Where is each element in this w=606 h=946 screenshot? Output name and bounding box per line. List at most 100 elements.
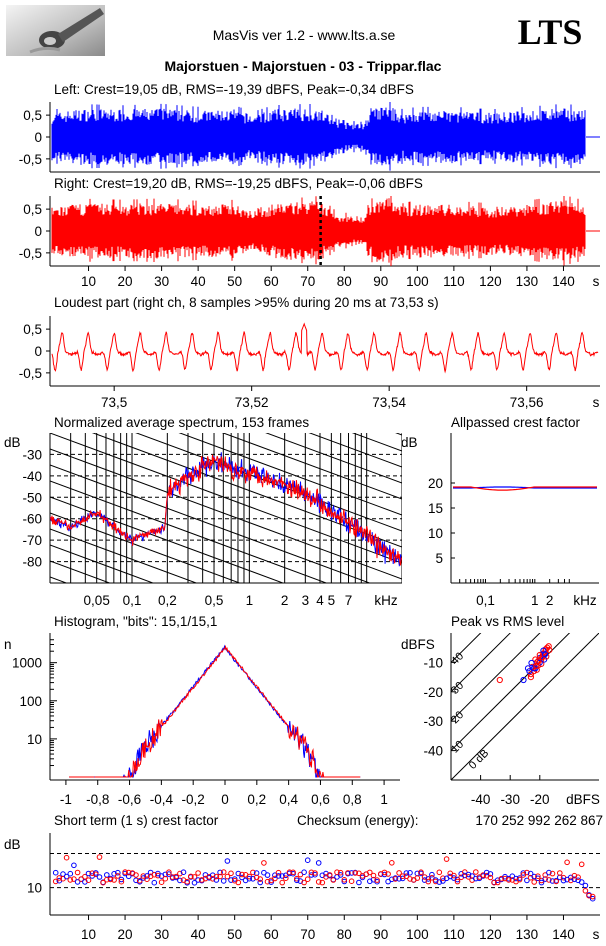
crest-point <box>312 870 318 876</box>
crest-line <box>451 633 541 722</box>
crest-point <box>169 874 176 880</box>
x-tick-label: 0 <box>221 792 229 807</box>
crest-point <box>151 871 158 878</box>
slope-line <box>178 433 402 516</box>
crest-point <box>589 893 596 900</box>
x-tick-label: -40 <box>471 792 491 807</box>
crest-point <box>246 875 253 882</box>
app-title: MasVis ver 1.2 - www.lts.a.se <box>213 27 396 43</box>
crest-point <box>582 882 589 889</box>
crest-point <box>257 876 264 882</box>
crest-point <box>239 871 245 878</box>
x-tick-label: 80 <box>337 274 352 289</box>
crest-point <box>67 870 74 877</box>
crest-point <box>107 876 114 883</box>
x-tick-label: 1 <box>380 792 388 807</box>
x-tick-label: 73,52 <box>235 395 269 410</box>
crest-point <box>443 856 450 862</box>
crest-point <box>513 875 519 882</box>
crest-line-label: 30 <box>449 680 466 697</box>
allpassed-title: Allpassed crest factor <box>451 415 581 430</box>
y-tick-label: 10 <box>27 881 42 896</box>
crest-point <box>407 870 413 876</box>
slope-line <box>50 448 402 580</box>
spectrum-title: Normalized average spectrum, 153 frames <box>54 415 309 430</box>
crest-point <box>213 873 220 880</box>
crest-point <box>451 872 457 879</box>
crest-point <box>155 870 161 877</box>
y-tick-label: -10 <box>423 655 443 670</box>
x-tick-label: 0,2 <box>247 792 266 807</box>
crest-point <box>71 862 77 869</box>
crest-point <box>275 873 282 879</box>
y-tick-label: 100 <box>19 694 42 709</box>
slope-line <box>265 433 402 484</box>
histogram-right-line <box>69 644 361 778</box>
x-tick-label: 0,2 <box>158 593 177 608</box>
crest-point <box>100 879 106 886</box>
right-channel-title: Right: Crest=19,20 dB, RMS=-19,25 dBFS, … <box>54 176 423 191</box>
slope-line <box>50 512 241 583</box>
x-tick-label: 130 <box>516 927 539 942</box>
x-tick-label: 1 <box>531 593 539 608</box>
scatter-point <box>526 668 533 675</box>
crest-point <box>224 858 231 864</box>
slope-line <box>50 496 285 583</box>
crest-point <box>217 873 223 880</box>
crest-point <box>191 874 198 880</box>
crest-point <box>575 874 581 881</box>
crest-point <box>191 880 198 886</box>
crest-point <box>494 879 501 886</box>
crest-point <box>85 870 92 877</box>
x-tick-label: 0,05 <box>84 593 110 608</box>
crest-point <box>279 879 286 886</box>
slope-line <box>50 593 402 723</box>
y-tick-label: 0,5 <box>23 322 42 337</box>
crest-point <box>125 869 132 876</box>
crest-point <box>228 870 234 877</box>
crest-point <box>546 869 552 876</box>
x-tick-label: 0,6 <box>311 792 330 807</box>
x-tick-label: 70 <box>300 927 315 942</box>
left-waveform-chart: 0,5 0 -0,5 <box>19 102 600 173</box>
crest-point <box>356 879 362 886</box>
x-tick-label: 2 <box>546 593 554 608</box>
crest-point <box>516 876 523 883</box>
y-tick-label: -20 <box>423 685 443 700</box>
x-tick-label: -20 <box>530 792 550 807</box>
x-tick-label: -30 <box>500 792 520 807</box>
x-tick-label: 90 <box>373 927 388 942</box>
y-tick-label: -70 <box>22 533 42 548</box>
crest-point <box>93 871 99 878</box>
crest-point <box>85 877 92 884</box>
scatter-point <box>536 659 543 666</box>
y-axis-label: dB <box>401 435 418 450</box>
crest-point <box>549 878 556 884</box>
x-tick-label: 10 <box>81 927 96 942</box>
crest-point <box>231 876 238 882</box>
crest-point <box>578 861 585 868</box>
crest-point <box>487 871 494 877</box>
crest-point <box>469 873 475 879</box>
crest-point <box>348 870 355 876</box>
crest-point <box>429 871 435 878</box>
crest-point <box>418 869 424 876</box>
x-tick-label: 80 <box>337 927 352 942</box>
x-tick-label: 140 <box>552 274 575 289</box>
crest-point <box>235 879 242 886</box>
crest-point <box>122 869 128 875</box>
scatter-point <box>520 676 527 684</box>
histogram-title: Histogram, "bits": 15,1/15,1 <box>54 614 217 629</box>
crest-point <box>213 877 220 883</box>
crest-point <box>403 870 410 876</box>
crest-line <box>451 633 482 664</box>
y-tick-label: 1000 <box>12 656 42 671</box>
crest-point <box>436 879 443 885</box>
x-tick-label: 73,56 <box>510 395 544 410</box>
crest-point <box>224 873 231 880</box>
x-tick-label: 73,5 <box>101 395 127 410</box>
crest-point <box>250 869 256 876</box>
logo-image <box>6 5 105 56</box>
